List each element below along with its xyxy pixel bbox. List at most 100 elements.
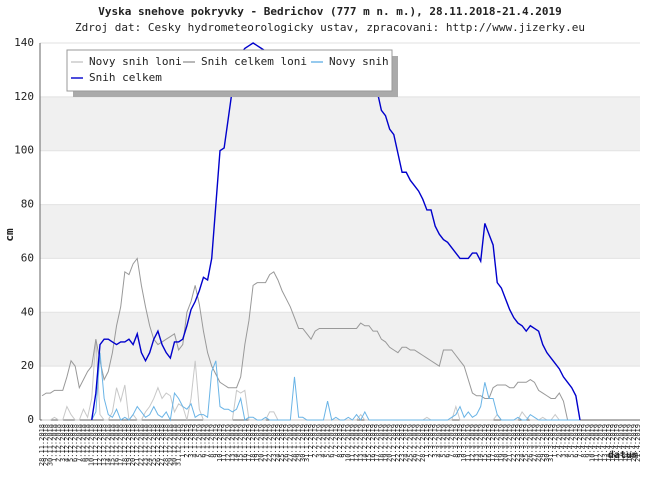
x-tick-label: 3.3.2019 <box>431 424 439 458</box>
grid-band <box>40 312 640 367</box>
x-tick-label: 27.2.2019 <box>415 424 423 462</box>
x-tick-label: 13.12.2018 <box>100 424 108 466</box>
x-tick-label: 13.2.2019 <box>357 424 365 462</box>
x-tick-label: 15.3.2019 <box>481 424 489 462</box>
x-tick-label: 10.12.2018 <box>88 424 96 466</box>
x-tick-label: 21.3.2019 <box>506 424 514 462</box>
series-line <box>91 352 580 422</box>
x-tick-label: 29.1.2019 <box>295 424 303 462</box>
y-axis-label: cm <box>3 228 16 242</box>
x-tick-label: 29.12.2018 <box>166 424 174 466</box>
y-tick-label: 80 <box>21 198 34 211</box>
x-tick-label: 17.2.2019 <box>373 424 381 462</box>
x-tick-label: 15.4.2019 <box>609 424 617 462</box>
x-tick-label: 28.2.2019 <box>419 424 427 462</box>
x-tick-label: 25.12.2018 <box>150 424 158 466</box>
x-tick-label: 27.12.2018 <box>158 424 166 466</box>
legend-label: Snih celkem <box>89 71 162 84</box>
x-tick-label: 27.1.2019 <box>286 424 294 462</box>
x-tick-label: 8.1.2019 <box>208 424 216 458</box>
x-tick-label: 15.2.2019 <box>365 424 373 462</box>
x-tick-label: 8.4.2019 <box>580 424 588 458</box>
x-tick-label: 18.3.2019 <box>493 424 501 462</box>
x-tick-label: 10.1.2019 <box>216 424 224 462</box>
x-tick-label: 5.12.2018 <box>67 424 75 462</box>
x-tick-label: 6.4.2019 <box>572 424 580 458</box>
x-tick-label: 18.2.2019 <box>377 424 385 462</box>
x-tick-label: 26.2.2019 <box>410 424 418 462</box>
x-tick-label: 5.3.2019 <box>439 424 447 458</box>
x-tick-label: 16.2.2019 <box>369 424 377 462</box>
x-tick-label: 21.2.2019 <box>390 424 398 462</box>
x-tick-label: 6.1.2019 <box>199 424 207 458</box>
x-tick-label: 20.3.2019 <box>502 424 510 462</box>
y-tick-label: 140 <box>14 36 34 49</box>
x-tick-label: 21.4.2019 <box>634 424 642 462</box>
x-tick-label: 2.4.2019 <box>555 424 563 458</box>
x-tick-label: 2.12.2018 <box>55 424 63 462</box>
x-tick-label: 29.11.2018 <box>42 424 50 466</box>
x-tick-label: 24.3.2019 <box>518 424 526 462</box>
legend-label: Novy snih loni <box>89 55 182 68</box>
x-tick-label: 11.12.2018 <box>92 424 100 466</box>
x-tick-label: 12.1.2019 <box>224 424 232 462</box>
x-tick-label: 20.1.2019 <box>257 424 265 462</box>
x-tick-label: 12.4.2019 <box>597 424 605 462</box>
x-tick-label: 2.2.2019 <box>311 424 319 458</box>
x-tick-label: 9.3.2019 <box>456 424 464 458</box>
x-tick-label: 4.3.2019 <box>435 424 443 458</box>
x-tick-label: 14.2.2019 <box>361 424 369 462</box>
x-tick-label: 25.1.2019 <box>278 424 286 462</box>
x-tick-label: 10.4.2019 <box>588 424 596 462</box>
x-tick-label: 23.12.2018 <box>142 424 150 466</box>
x-tick-label: 28.12.2018 <box>162 424 170 466</box>
x-tick-label: 30.12.2018 <box>170 424 178 466</box>
x-tick-label: 16.12.2018 <box>113 424 121 466</box>
series-line <box>41 257 569 421</box>
x-tick-label: 7.1.2019 <box>204 424 212 458</box>
x-tick-label: 14.3.2019 <box>477 424 485 462</box>
x-tick-label: 28.3.2019 <box>535 424 543 462</box>
x-tick-label: 9.12.2018 <box>84 424 92 462</box>
x-tick-label: 26.1.2019 <box>282 424 290 462</box>
x-tick-label: 4.1.2019 <box>191 424 199 458</box>
x-tick-label: 1.1.2019 <box>179 424 187 458</box>
x-tick-label: 20.4.2019 <box>630 424 638 462</box>
x-tick-label: 12.2.2019 <box>353 424 361 462</box>
x-tick-label: 8.12.2018 <box>79 424 87 462</box>
x-tick-label: 22.2.2019 <box>394 424 402 462</box>
x-tick-label: 4.12.2018 <box>63 424 71 462</box>
x-tick-label: 1.4.2019 <box>551 424 559 458</box>
x-tick-label: 17.12.2018 <box>117 424 125 466</box>
x-tick-label: 23.3.2019 <box>514 424 522 462</box>
chart-title: Vyska snehove pokryvky - Bedrichov (777 … <box>98 5 562 18</box>
x-tick-label: 1.12.2018 <box>50 424 58 462</box>
x-tick-label: 20.12.2018 <box>129 424 137 466</box>
x-tick-label: 29.3.2019 <box>539 424 547 462</box>
x-tick-label: 31.12.2018 <box>175 424 183 466</box>
x-tick-label: 11.2.2019 <box>348 424 356 462</box>
x-tick-label: 7.2.2019 <box>332 424 340 458</box>
x-tick-label: 7.3.2019 <box>448 424 456 458</box>
x-tick-label: 3.4.2019 <box>559 424 567 458</box>
x-tick-label: 16.1.2019 <box>241 424 249 462</box>
x-tick-label: 13.1.2019 <box>228 424 236 462</box>
x-tick-label: 9.2.2019 <box>340 424 348 458</box>
x-tick-label: 5.2.2019 <box>324 424 332 458</box>
x-tick-label: 3.1.2019 <box>187 424 195 458</box>
x-tick-label: 21.12.2018 <box>133 424 141 466</box>
x-tick-label: 1.2.2019 <box>307 424 315 458</box>
x-tick-label: 22.3.2019 <box>510 424 518 462</box>
x-tick-label: 16.4.2019 <box>613 424 621 462</box>
x-tick-label: 30.1.2019 <box>299 424 307 462</box>
x-tick-label: 1.3.2019 <box>423 424 431 458</box>
x-tick-label: 14.12.2018 <box>104 424 112 466</box>
x-tick-label: 12.3.2019 <box>468 424 476 462</box>
x-tick-label: 10.2.2019 <box>344 424 352 462</box>
x-tick-label: 18.12.2018 <box>121 424 129 466</box>
x-tick-label: 8.2.2019 <box>336 424 344 458</box>
x-tick-label: 28.11.2018 <box>38 424 46 466</box>
x-tick-label: 6.12.2018 <box>71 424 79 462</box>
x-tick-label: 30.3.2019 <box>543 424 551 462</box>
x-tick-label: 2.3.2019 <box>427 424 435 458</box>
